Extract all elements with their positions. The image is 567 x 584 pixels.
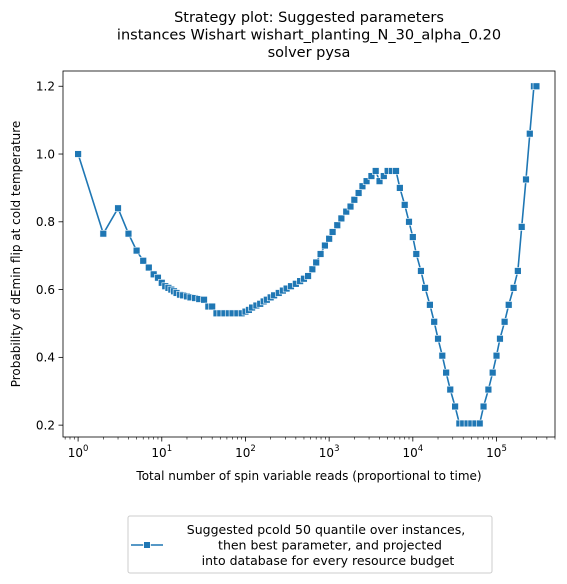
data-point — [396, 184, 404, 192]
data-point — [412, 250, 420, 258]
data-point — [342, 207, 350, 216]
y-tick-label: 0.4 — [36, 351, 55, 365]
data-point — [132, 246, 141, 255]
data-point — [430, 318, 438, 326]
data-point — [316, 250, 325, 258]
data-point — [392, 167, 400, 175]
data-point — [375, 177, 384, 185]
series-suggested-pcold — [74, 82, 541, 428]
data-point — [328, 228, 337, 236]
y-tick-label: 0.8 — [36, 215, 55, 229]
data-point — [417, 267, 425, 275]
data-point — [442, 368, 450, 377]
data-point — [337, 214, 346, 223]
data-point — [367, 172, 376, 180]
data-point — [488, 368, 497, 377]
data-point — [325, 235, 333, 243]
data-point — [304, 272, 312, 280]
data-point — [321, 241, 329, 250]
data-point — [354, 189, 363, 197]
x-tick-label: 103 — [319, 444, 340, 460]
data-point — [200, 296, 208, 304]
data-point — [479, 402, 488, 411]
x-axis: 100 101 102 103 104 105 — [64, 437, 556, 460]
data-point — [124, 229, 133, 238]
data-point — [451, 402, 459, 411]
y-axis-label: Probability of dEmin flip at cold temper… — [9, 121, 23, 388]
data-point — [484, 385, 493, 394]
x-tick-label: 104 — [402, 444, 423, 460]
chart-title-line: Strategy plot: Suggested parameters — [174, 10, 444, 26]
data-point — [346, 202, 355, 211]
data-point — [476, 419, 484, 428]
data-point — [505, 301, 513, 309]
chart-title-line: instances Wishart wishart_planting_N_30_… — [117, 28, 501, 44]
y-tick-label: 0.2 — [36, 418, 55, 432]
data-point — [526, 129, 534, 138]
data-point — [208, 302, 216, 311]
data-point — [421, 284, 429, 292]
data-point — [362, 177, 371, 185]
data-point — [145, 263, 153, 272]
data-point — [350, 196, 359, 204]
data-point — [380, 172, 388, 180]
legend: Suggested pcold 50 quantile over instanc… — [127, 515, 493, 574]
x-tick-label: 101 — [151, 444, 172, 460]
data-point — [114, 204, 122, 212]
data-point — [139, 257, 147, 265]
data-point — [500, 318, 509, 326]
chart-title: Strategy plot: Suggested parameters insta… — [117, 10, 501, 61]
x-tick-label: 100 — [68, 444, 89, 460]
data-point — [371, 167, 380, 175]
data-point — [438, 351, 446, 360]
data-point — [312, 258, 320, 267]
y-axis: 0.2 0.4 0.6 0.8 1.0 1.2 — [36, 80, 63, 432]
y-tick-label: 0.6 — [36, 283, 55, 297]
data-point — [401, 201, 409, 209]
legend-marker-sample — [143, 541, 151, 549]
chart-title-line: solver pysa — [268, 45, 351, 61]
plot-area — [62, 70, 556, 438]
y-tick-label: 1.2 — [36, 80, 55, 94]
data-point — [333, 221, 341, 229]
data-point — [74, 150, 82, 158]
data-point — [509, 284, 518, 292]
data-point — [446, 385, 454, 394]
data-point — [434, 335, 442, 343]
data-point — [99, 229, 107, 238]
data-point — [358, 182, 367, 190]
x-tick-label: 102 — [235, 444, 256, 460]
legend-box — [127, 515, 493, 574]
data-point — [308, 265, 317, 273]
data-point — [492, 351, 501, 360]
data-point — [409, 233, 417, 241]
data-point — [532, 82, 541, 90]
data-point — [426, 301, 434, 309]
series-line — [77, 85, 537, 425]
data-point — [154, 274, 162, 282]
data-point — [517, 223, 526, 231]
data-point — [405, 218, 413, 226]
x-axis-label: Total number of spin variable reads (pro… — [135, 469, 481, 483]
legend-label: Suggested pcold 50 quantile over instanc… — [187, 522, 465, 568]
y-tick-label: 1.0 — [36, 147, 55, 161]
x-tick-label: 105 — [486, 444, 507, 460]
data-point — [522, 175, 530, 184]
data-point — [514, 267, 522, 275]
data-point — [496, 335, 504, 343]
